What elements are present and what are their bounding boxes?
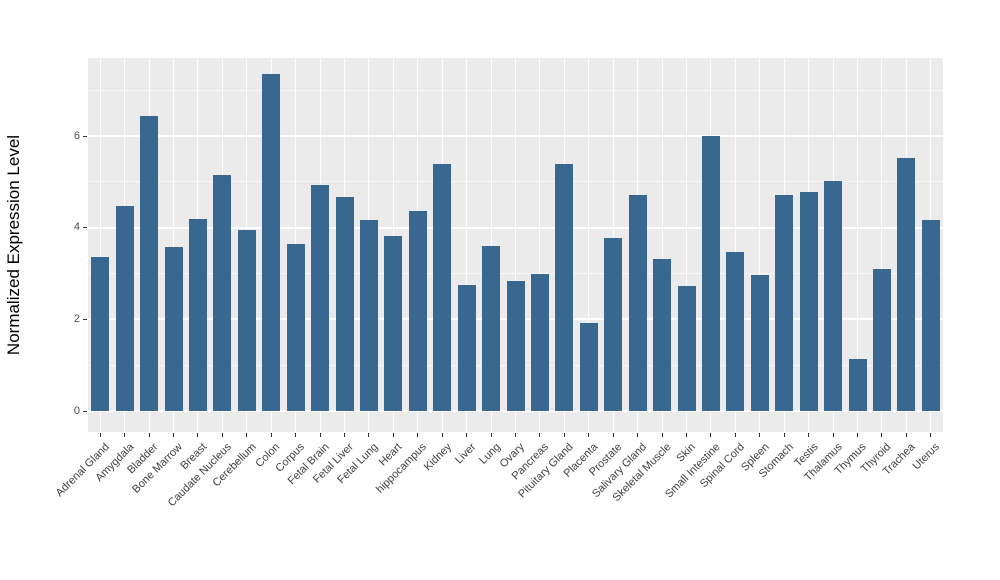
vertical-gridline [734,58,736,432]
y-tick-label: 6 [73,129,80,142]
x-tick-mark [466,433,468,437]
vertical-gridline [686,58,687,432]
y-tick-label: 0 [73,404,80,417]
x-tick-mark [515,433,516,437]
x-tick-mark [490,433,492,437]
vertical-gridline [173,58,174,432]
x-tick-mark [368,433,370,437]
x-tick-mark [148,433,150,437]
y-tick-label: 4 [73,221,80,234]
x-tick-mark [246,433,248,437]
bar [555,164,574,411]
x-tick-mark [270,433,272,437]
bar [921,219,940,411]
bar [91,256,110,411]
y-tick-label: 2 [73,312,80,325]
x-tick-mark [857,433,858,437]
x-tick-mark [392,433,394,437]
x-tick-mark [832,433,834,437]
bar [750,275,769,411]
bar [433,163,452,411]
bar [457,284,476,411]
x-tick-mark [710,433,712,437]
bar [335,197,354,411]
x-tick-mark [686,433,687,437]
x-tick-mark [124,433,126,437]
vertical-gridline [515,58,516,432]
bar [482,245,501,411]
y-tick-mark [83,135,87,137]
y-tick-mark [83,227,87,229]
bar [604,238,623,411]
x-tick-mark [563,433,565,437]
x-tick-mark [588,433,590,437]
x-tick-mark [905,433,907,437]
x-tick-mark [612,433,614,437]
bar [164,246,183,411]
bar [897,157,916,411]
x-tick-mark [295,433,297,437]
y-axis-title-text: Normalized Expression Level [4,134,23,356]
bar [384,236,403,411]
vertical-gridline [759,58,761,432]
bar [140,116,159,411]
x-tick-mark [808,433,810,437]
vertical-gridline [539,58,541,432]
bar [530,273,549,411]
bar [726,251,745,411]
x-tick-mark [417,433,419,437]
bar [872,269,891,411]
bar [628,194,647,411]
x-tick-mark [99,433,101,437]
vertical-gridline [99,58,101,432]
bar [848,358,867,411]
bar [311,184,330,411]
y-tick-mark [83,318,87,320]
x-tick-mark [734,433,736,437]
bar [824,181,843,411]
bar [506,281,525,411]
x-tick-mark [173,433,174,437]
vertical-gridline [588,58,590,432]
bar [188,219,207,411]
vertical-gridline [881,58,883,432]
bar [359,219,378,411]
x-tick-label-text: Liver [452,441,479,467]
bar [286,243,305,411]
x-tick-mark [881,433,883,437]
x-tick-label-text: Uterus [910,441,943,473]
bar [237,229,256,411]
x-tick-mark [441,433,443,437]
bar [775,194,794,411]
x-tick-mark [344,433,345,437]
bar [115,206,134,411]
x-tick-mark [930,433,932,437]
x-tick-mark [319,433,321,437]
x-tick-mark [221,433,223,437]
x-tick-mark [759,433,761,437]
bar [579,323,598,411]
bar [213,175,232,411]
bar [653,259,672,411]
x-tick-mark [637,433,639,437]
vertical-gridline [490,58,492,432]
bar [701,136,720,411]
y-tick-mark [83,410,87,412]
vertical-gridline [857,58,858,432]
vertical-gridline [661,58,663,432]
vertical-gridline [466,58,468,432]
plot-panel [88,58,943,432]
x-tick-mark [197,433,199,437]
bar [262,73,281,411]
x-tick-mark [661,433,663,437]
bar [799,192,818,411]
x-tick-mark [539,433,541,437]
bar [408,210,427,411]
x-tick-mark [783,433,785,437]
bar [677,286,696,411]
